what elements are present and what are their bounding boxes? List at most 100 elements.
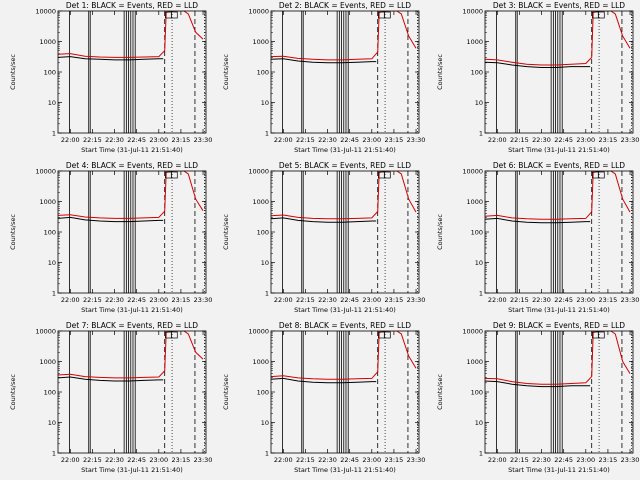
x-tick-label: 22:30 — [105, 296, 124, 304]
y-tick-label: 10000 — [462, 167, 483, 175]
events-series-line — [58, 376, 164, 382]
x-tick-label: 22:30 — [532, 296, 551, 304]
y-tick-label: 100 — [471, 68, 483, 76]
detector-panel-7: Det 7: BLACK = Events, RED = LLD Counts/s… — [0, 320, 213, 480]
y-axis-label: Counts/sec — [436, 214, 444, 250]
x-tick-label: 22:15 — [510, 456, 529, 464]
y-tick-label: 1000 — [39, 198, 56, 206]
x-axis-label: Start Time (31-Jul-11 21:51:40) — [81, 146, 183, 154]
x-tick-label: 23:00 — [362, 296, 381, 304]
chart-title: Det 8: BLACK = Events, RED = LLD — [279, 321, 411, 330]
chart-svg: Det 7: BLACK = Events, RED = LLD Counts/s… — [9, 321, 212, 474]
y-tick-label: 1 — [265, 449, 269, 457]
y-tick-label: 100 — [44, 68, 56, 76]
events-series-line — [58, 56, 164, 61]
events-series-line — [485, 61, 591, 68]
x-tick-label: 22:45 — [554, 296, 573, 304]
indicator-box — [597, 11, 605, 19]
x-tick-label: 22:00 — [274, 136, 293, 144]
y-tick-label: 10000 — [248, 167, 269, 175]
x-axis-label: Start Time (31-Jul-11 21:51:40) — [81, 306, 183, 314]
x-tick-label: 23:15 — [172, 296, 191, 304]
x-tick-label: 23:30 — [621, 296, 640, 304]
x-tick-label: 22:45 — [340, 456, 359, 464]
x-tick-label: 22:45 — [340, 136, 359, 144]
x-tick-label: 22:00 — [488, 296, 507, 304]
x-tick-label: 23:30 — [194, 136, 213, 144]
chart-title: Det 4: BLACK = Events, RED = LLD — [66, 161, 198, 170]
y-axis-label: Counts/sec — [9, 54, 17, 90]
x-tick-label: 23:30 — [407, 456, 426, 464]
x-tick-label: 23:30 — [194, 296, 213, 304]
y-tick-label: 1 — [479, 449, 483, 457]
y-tick-label: 10 — [261, 99, 269, 107]
y-tick-label: 10 — [261, 259, 269, 267]
y-tick-label: 1000 — [466, 38, 483, 46]
detector-panel-4: Det 4: BLACK = Events, RED = LLD Counts/s… — [0, 160, 213, 320]
x-tick-label: 23:15 — [172, 456, 191, 464]
y-tick-label: 10 — [48, 99, 56, 107]
chart-title: Det 1: BLACK = Events, RED = LLD — [66, 1, 198, 10]
x-tick-label: 22:15 — [296, 456, 315, 464]
y-tick-label: 1000 — [39, 358, 56, 366]
y-tick-label: 100 — [257, 228, 269, 236]
plot-frame — [270, 10, 420, 134]
events-series-line — [271, 58, 377, 64]
plot-frame — [484, 330, 634, 454]
detector-panel-9: Det 9: BLACK = Events, RED = LLD Counts/s… — [427, 320, 640, 480]
x-tick-label: 22:15 — [83, 296, 102, 304]
y-tick-label: 100 — [44, 228, 56, 236]
y-tick-label: 10000 — [462, 7, 483, 15]
chart-svg: Det 8: BLACK = Events, RED = LLD Counts/s… — [222, 321, 426, 474]
y-tick-label: 1 — [479, 289, 483, 297]
events-series-line — [271, 217, 377, 223]
y-tick-label: 10 — [475, 419, 483, 427]
lld-series-line — [485, 171, 631, 220]
y-tick-label: 10000 — [35, 167, 56, 175]
x-tick-label: 23:00 — [576, 136, 595, 144]
x-tick-label: 23:15 — [385, 136, 404, 144]
y-axis-label: Counts/sec — [436, 374, 444, 410]
events-series-line — [58, 216, 164, 223]
y-tick-label: 1000 — [252, 358, 269, 366]
y-axis-label: Counts/sec — [9, 214, 17, 250]
lld-series-line — [271, 171, 417, 220]
y-tick-label: 100 — [257, 388, 269, 396]
x-tick-label: 22:45 — [554, 456, 573, 464]
y-tick-label: 1 — [479, 129, 483, 137]
chart-title: Det 5: BLACK = Events, RED = LLD — [279, 161, 411, 170]
plot-frame — [484, 10, 634, 134]
x-tick-label: 22:15 — [510, 136, 529, 144]
x-tick-label: 23:15 — [599, 296, 618, 304]
indicator-box — [597, 331, 605, 339]
lld-series-line — [58, 11, 204, 58]
x-tick-label: 23:15 — [385, 296, 404, 304]
x-tick-label: 22:45 — [340, 296, 359, 304]
x-axis-label: Start Time (31-Jul-11 21:51:40) — [294, 146, 396, 154]
detector-panel-5: Det 5: BLACK = Events, RED = LLD Counts/s… — [213, 160, 426, 320]
x-tick-label: 23:00 — [149, 456, 168, 464]
events-series-line — [485, 217, 591, 224]
detector-panel-8: Det 8: BLACK = Events, RED = LLD Counts/s… — [213, 320, 426, 480]
y-tick-label: 1 — [265, 289, 269, 297]
x-tick-label: 22:00 — [488, 136, 507, 144]
y-tick-label: 10000 — [35, 7, 56, 15]
y-tick-label: 10000 — [462, 327, 483, 335]
y-tick-label: 10 — [475, 99, 483, 107]
plot-frame — [484, 170, 634, 294]
x-tick-label: 22:30 — [532, 456, 551, 464]
x-tick-label: 22:00 — [488, 456, 507, 464]
y-tick-label: 1000 — [466, 358, 483, 366]
y-tick-label: 1 — [52, 289, 56, 297]
x-axis-label: Start Time (31-Jul-11 21:51:40) — [508, 306, 610, 314]
x-tick-label: 22:00 — [274, 456, 293, 464]
chart-svg: Det 5: BLACK = Events, RED = LLD Counts/s… — [222, 161, 425, 314]
chart-svg: Det 6: BLACK = Events, RED = LLD Counts/s… — [436, 161, 640, 314]
x-tick-label: 22:45 — [554, 136, 573, 144]
lld-series-line — [58, 171, 204, 219]
x-tick-label: 23:00 — [362, 456, 381, 464]
chart-title: Det 9: BLACK = Events, RED = LLD — [493, 321, 625, 330]
y-tick-label: 100 — [44, 388, 56, 396]
x-tick-label: 23:00 — [576, 296, 595, 304]
